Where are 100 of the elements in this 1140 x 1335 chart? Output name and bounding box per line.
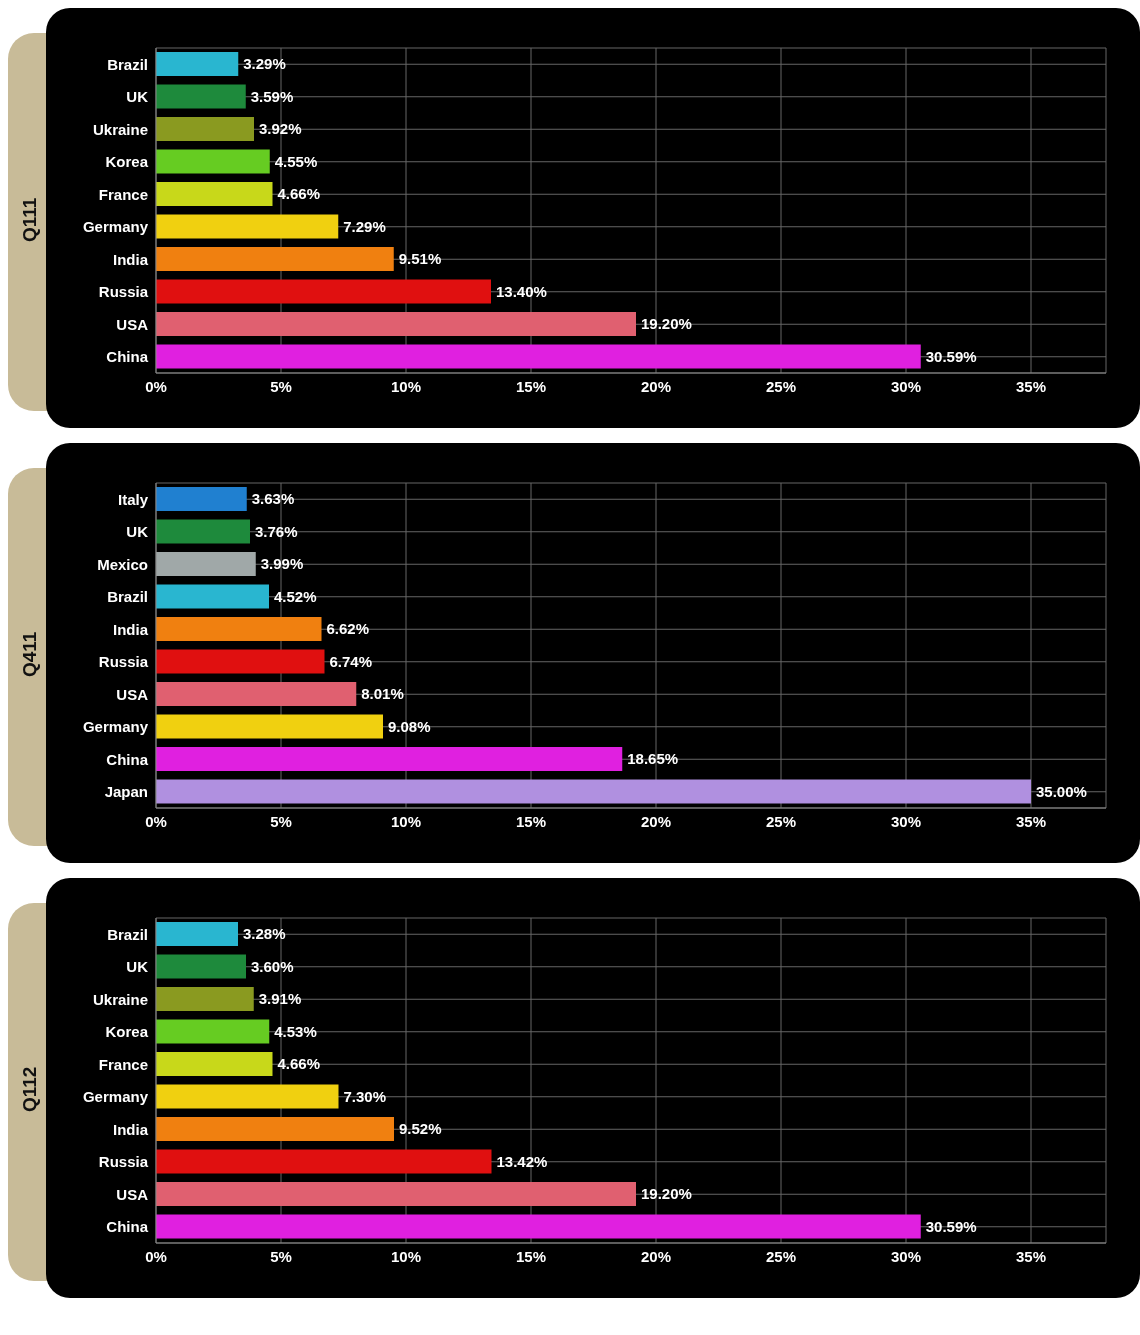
data-label: 30.59% [925, 347, 977, 365]
bar [156, 922, 238, 946]
y-tick-label: China [106, 348, 149, 366]
x-tick-label: 15% [515, 377, 547, 395]
data-label: 8.01% [361, 685, 404, 703]
data-label: 3.76% [255, 522, 298, 540]
y-tick-label: Russia [98, 653, 149, 671]
x-tick-label: 30% [890, 377, 922, 395]
x-tick-label: 0% [145, 377, 167, 395]
x-tick-label: 10% [390, 812, 422, 830]
data-label: 4.66% [277, 185, 321, 203]
bar [156, 714, 383, 739]
x-tick-label: 30% [890, 812, 922, 830]
y-tick-label: Germany [82, 1088, 149, 1106]
bar [156, 1182, 636, 1206]
bar [156, 1214, 921, 1239]
data-label: 4.55% [274, 152, 318, 170]
y-tick-label: Japan [104, 783, 148, 801]
data-label: 9.51% [398, 250, 442, 268]
y-tick-label: Russia [98, 1153, 149, 1171]
y-tick-label: USA [116, 315, 149, 333]
data-label: 3.99% [260, 555, 304, 573]
y-tick-label: India [112, 620, 149, 638]
data-label: 4.52% [274, 587, 317, 605]
y-tick-label: Italy [117, 490, 149, 508]
data-label: 3.60% [251, 957, 294, 975]
x-tick-label: 20% [640, 1247, 672, 1265]
y-tick-label: Germany [82, 218, 149, 236]
x-tick-label: 10% [390, 1247, 422, 1265]
bar [156, 954, 246, 979]
bar [156, 1117, 394, 1141]
bar [156, 519, 250, 544]
bar [156, 1084, 339, 1109]
bar [156, 779, 1031, 804]
x-tick-label: 25% [765, 1247, 797, 1265]
data-label: 9.52% [399, 1120, 442, 1138]
y-tick-label: France [98, 1055, 148, 1073]
data-label: 3.59% [250, 87, 294, 105]
bar [156, 247, 394, 271]
y-tick-label: Korea [105, 1023, 149, 1041]
x-tick-label: 20% [640, 812, 672, 830]
x-tick-label: 20% [640, 377, 672, 395]
x-tick-label: 5% [270, 1247, 292, 1265]
data-label: 3.92% [259, 120, 302, 138]
bar [156, 117, 254, 141]
data-label: 3.29% [243, 55, 286, 73]
y-tick-label: Brazil [107, 55, 148, 73]
x-tick-label: 35% [1015, 1247, 1047, 1265]
x-tick-label: 35% [1015, 377, 1047, 395]
y-tick-label: Germany [82, 718, 149, 736]
data-label: 3.91% [258, 990, 302, 1008]
x-tick-label: 15% [515, 1247, 547, 1265]
y-axis-title: Q112 [19, 1066, 41, 1112]
y-tick-label: China [106, 750, 149, 768]
data-label: 19.20% [641, 315, 692, 333]
y-tick-label: Korea [105, 153, 149, 171]
y-tick-label: Brazil [107, 588, 148, 606]
y-tick-label: Ukraine [92, 990, 148, 1008]
bar [156, 682, 357, 706]
x-tick-label: 15% [515, 812, 547, 830]
data-label: 9.08% [388, 717, 431, 735]
bar [156, 747, 623, 771]
data-label: 6.74% [329, 652, 373, 670]
bar [156, 649, 325, 674]
y-axis-title: Q411 [19, 631, 41, 677]
y-tick-label: Ukraine [92, 120, 148, 138]
data-label: 7.29% [343, 217, 386, 235]
bar [156, 52, 239, 76]
y-tick-label: India [112, 250, 149, 268]
x-tick-label: 25% [765, 812, 797, 830]
data-label: 30.59% [925, 1217, 977, 1235]
bar [156, 552, 256, 576]
y-tick-label: Brazil [107, 925, 148, 943]
y-axis-title: Q111 [19, 197, 41, 242]
y-tick-label: USA [116, 685, 149, 703]
bar [156, 312, 636, 336]
data-label: 4.53% [274, 1022, 317, 1040]
bar [156, 617, 322, 641]
data-label: 19.20% [641, 1185, 692, 1203]
y-tick-label: UK [126, 88, 149, 106]
y-tick-label: France [98, 185, 148, 203]
data-label: 13.40% [496, 282, 547, 300]
data-label: 18.65% [627, 750, 679, 768]
data-label: 7.30% [343, 1087, 387, 1105]
x-tick-label: 30% [890, 1247, 922, 1265]
bar [156, 149, 270, 174]
y-tick-label: UK [126, 958, 149, 976]
bar [156, 987, 254, 1011]
data-label: 35.00% [1036, 782, 1087, 800]
x-tick-label: 5% [270, 812, 292, 830]
y-tick-label: UK [126, 523, 149, 541]
data-label: 3.28% [243, 925, 286, 943]
x-tick-label: 5% [270, 377, 292, 395]
data-label: 6.62% [326, 620, 370, 638]
bar [156, 279, 491, 304]
x-tick-label: 10% [390, 377, 422, 395]
bar [156, 584, 269, 609]
bar [156, 214, 339, 239]
y-tick-label: China [106, 1218, 149, 1236]
y-tick-label: Russia [98, 283, 149, 301]
